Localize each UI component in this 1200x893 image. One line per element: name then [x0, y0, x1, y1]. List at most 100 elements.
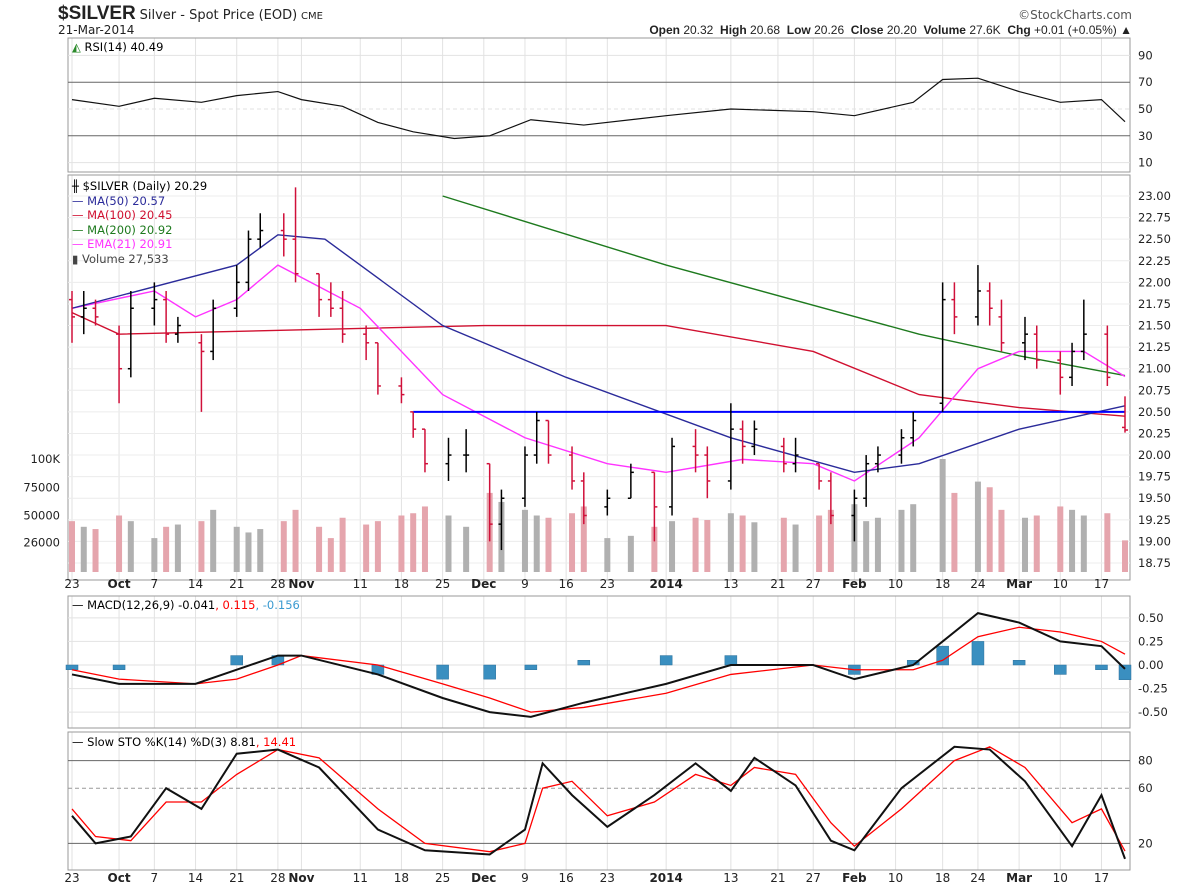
price-legend: ╫ $SILVER (Daily) 20.29 — MA(50) 20.57 —… — [72, 179, 207, 266]
x-tick-label: 11 — [353, 871, 368, 885]
volume-bar — [1104, 513, 1111, 572]
x-tick-label: 25 — [435, 577, 450, 591]
macd-histogram-bar — [230, 655, 243, 666]
price-panel-border — [67, 174, 1131, 581]
x-tick-label: 17 — [1094, 577, 1109, 591]
x-tick-label: Nov — [288, 577, 314, 591]
ma100-legend-text: MA(100) 20.45 — [87, 208, 173, 222]
macd-histogram-bar — [659, 655, 673, 666]
rsi-panel-border — [67, 37, 1131, 173]
up-arrow-icon: ▲ — [1120, 23, 1132, 37]
volume-bar — [569, 513, 576, 572]
price-tick-label: 21.00 — [1138, 362, 1171, 376]
sto-tick-label: 80 — [1138, 754, 1153, 768]
volume-bar — [374, 521, 381, 572]
x-tick-label: 16 — [559, 871, 574, 885]
volume-legend: ▮ Volume 27,533 — [72, 252, 207, 267]
x-tick-label: 25 — [435, 871, 450, 885]
sto-panel-border — [67, 731, 1131, 871]
macd-histogram-bar — [724, 655, 738, 666]
sto-k-line — [71, 745, 1126, 860]
sto-tick-label: 20 — [1138, 836, 1153, 850]
volume-bar — [792, 524, 799, 572]
macd-tick-label: -0.25 — [1138, 682, 1168, 696]
open-value: 20.32 — [683, 23, 714, 37]
price-tick-label: 21.25 — [1138, 340, 1171, 354]
rsi-line — [71, 77, 1126, 140]
x-tick-label: 14 — [188, 577, 203, 591]
x-tick-label: Oct — [108, 871, 131, 885]
x-tick-label: 21 — [229, 577, 244, 591]
volume-bar — [116, 515, 123, 572]
x-tick-label: 23 — [600, 577, 615, 591]
macd-legend: — MACD(12,26,9) -0.041, 0.115, -0.156 — [72, 598, 300, 612]
volume-bar — [939, 459, 946, 572]
open-label: Open — [649, 23, 680, 37]
volume-bar — [986, 487, 993, 572]
macd-hist-legend: , -0.156 — [255, 598, 300, 612]
volume-bar — [739, 515, 746, 572]
volume-bar — [69, 521, 75, 572]
x-tick-label: 10 — [1053, 577, 1068, 591]
x-tick-label: 21 — [770, 871, 785, 885]
price-tick-label: 22.25 — [1138, 254, 1171, 268]
x-tick-label: 18 — [394, 577, 409, 591]
volume-bar — [363, 524, 370, 572]
x-tick-label: 2014 — [649, 871, 682, 885]
price-tick-label: 22.75 — [1138, 211, 1171, 225]
volume-bar — [521, 509, 528, 572]
volume-bar — [727, 513, 734, 572]
x-tick-label: Feb — [842, 577, 867, 591]
x-tick-label: 28 — [270, 871, 285, 885]
low-value: 20.26 — [814, 23, 845, 37]
x-tick-label: 10 — [888, 577, 903, 591]
sto-d-legend: , 14.41 — [255, 735, 297, 749]
x-tick-label: 21 — [770, 577, 785, 591]
x-tick-label: Mar — [1006, 871, 1032, 885]
x-tick-label: 18 — [394, 871, 409, 885]
quote-summary: Open 20.32 High 20.68 Low 20.26 Close 20… — [649, 23, 1132, 37]
volume-bar — [339, 517, 346, 572]
sto-d-line — [71, 746, 1126, 853]
price-tick-label: 21.50 — [1138, 319, 1171, 333]
macd-histogram-bar — [1118, 664, 1132, 680]
x-tick-label: Dec — [471, 577, 496, 591]
volume-bar — [604, 538, 611, 572]
price-tick-label: 19.75 — [1138, 470, 1171, 484]
chg-value: +0.01 (+0.05%) — [1034, 23, 1117, 37]
price-tick-label: 18.75 — [1138, 556, 1171, 570]
volume-bar — [751, 522, 758, 572]
volume-bar — [998, 509, 1005, 572]
macd-line — [71, 612, 1126, 718]
volume-bar — [210, 509, 217, 572]
x-tick-label: 23 — [64, 871, 79, 885]
volume-label: Volume — [923, 23, 966, 37]
x-tick-label: 13 — [723, 577, 738, 591]
macd-panel-border — [67, 595, 1131, 729]
rsi-tick-label: 90 — [1138, 48, 1153, 62]
x-tick-label: Mar — [1006, 577, 1032, 591]
x-tick-label: 11 — [353, 577, 368, 591]
macd-histogram-bar — [112, 664, 126, 670]
volume-bar — [827, 509, 834, 572]
rsi-tick-label: 10 — [1138, 156, 1153, 170]
price-tick-label: 19.50 — [1138, 491, 1171, 505]
volume-tick-label: 75000 — [23, 480, 60, 494]
high-label: High — [720, 23, 747, 37]
volume-bar — [463, 526, 470, 572]
x-tick-label: Dec — [471, 871, 496, 885]
volume-bar — [327, 538, 334, 572]
volume-bar — [1069, 509, 1076, 572]
rsi-tick-label: 50 — [1138, 102, 1153, 116]
volume-bar — [151, 538, 158, 572]
price-tick-label: 20.50 — [1138, 405, 1171, 419]
price-tick-label: 23.00 — [1138, 189, 1171, 203]
sto-legend-text: Slow STO %K(14) %D(3) 8.81 — [87, 735, 256, 749]
volume-bar — [1122, 540, 1128, 572]
macd-histogram-bar — [483, 664, 496, 680]
low-label: Low — [786, 23, 811, 37]
macd-histogram-bar — [1095, 664, 1108, 670]
instrument-name: Silver - Spot Price (EOD) — [139, 8, 298, 23]
price-legend-text: $SILVER (Daily) 20.29 — [82, 179, 208, 193]
volume-bar — [445, 515, 452, 572]
